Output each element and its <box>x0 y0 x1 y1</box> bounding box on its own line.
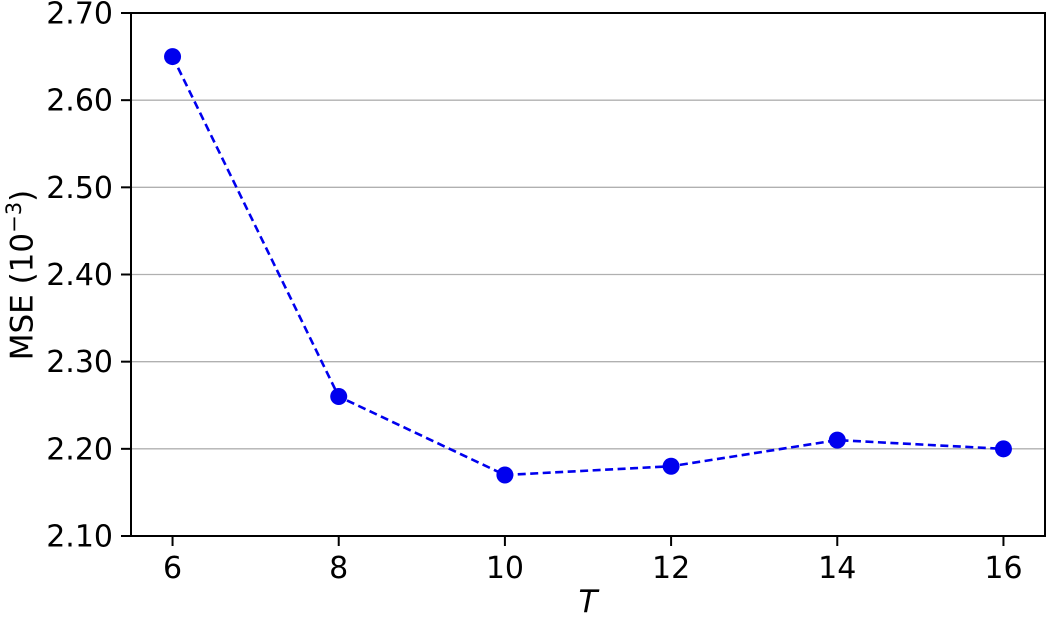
y-axis-label-close: ) <box>4 189 41 202</box>
x-tick-label: 6 <box>163 551 182 586</box>
data-point <box>496 466 514 484</box>
y-axis-label-exponent: −3 <box>1 201 27 233</box>
y-tick-label: 2.40 <box>46 258 113 293</box>
data-point <box>330 388 348 406</box>
y-tick-label: 2.70 <box>46 0 113 32</box>
x-tick-label: 8 <box>329 551 348 586</box>
data-point <box>662 457 680 475</box>
data-point <box>994 440 1012 458</box>
x-tick-label: 16 <box>984 551 1022 586</box>
y-tick-label: 2.20 <box>46 432 113 467</box>
x-tick-label: 10 <box>486 551 524 586</box>
y-axis-label-base: MSE (10 <box>4 232 41 361</box>
y-tick-label: 2.50 <box>46 171 113 206</box>
y-tick-label: 2.30 <box>46 345 113 380</box>
x-tick-label: 12 <box>652 551 690 586</box>
x-axis-label: T <box>578 584 598 620</box>
y-axis-label: MSE (10−3) <box>1 14 50 537</box>
data-point <box>164 48 182 66</box>
data-line <box>171 56 1004 477</box>
y-tick-label: 2.10 <box>46 520 113 555</box>
data-point <box>828 431 846 449</box>
x-tick-label: 14 <box>818 551 856 586</box>
y-tick-label: 2.60 <box>46 84 113 119</box>
